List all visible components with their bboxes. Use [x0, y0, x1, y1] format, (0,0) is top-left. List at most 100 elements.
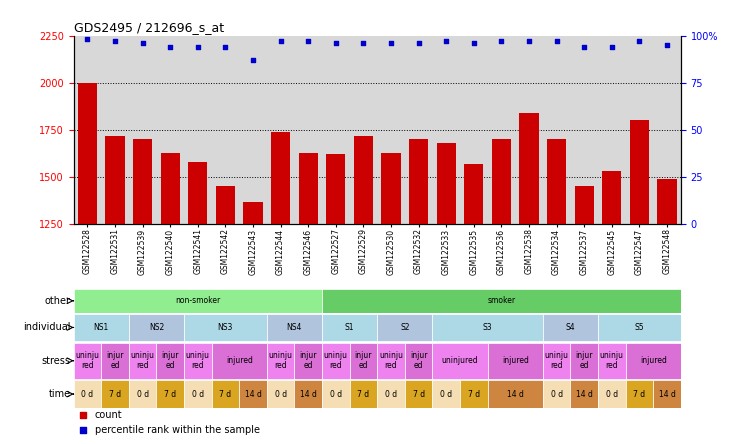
Point	[219, 44, 231, 51]
Bar	[156, 343, 184, 379]
Point	[551, 38, 562, 45]
Text: injur
ed: injur ed	[576, 351, 593, 370]
Text: NS2: NS2	[149, 323, 164, 332]
Bar	[630, 120, 649, 444]
Text: 14 d: 14 d	[244, 389, 261, 399]
Bar	[326, 155, 345, 444]
Point	[440, 38, 452, 45]
Bar	[294, 343, 322, 379]
Text: non-smoker: non-smoker	[175, 296, 220, 305]
Bar	[212, 343, 266, 379]
Bar	[350, 343, 378, 379]
Bar	[294, 380, 322, 408]
Bar	[460, 380, 487, 408]
Point	[137, 40, 149, 47]
Bar	[102, 380, 129, 408]
Bar	[266, 380, 294, 408]
Point	[634, 38, 645, 45]
Point	[385, 40, 397, 47]
Text: 0 d: 0 d	[137, 389, 149, 399]
Text: 0 d: 0 d	[192, 389, 204, 399]
Bar	[598, 313, 681, 341]
Text: stress: stress	[41, 356, 71, 366]
Bar	[626, 343, 681, 379]
Text: S1: S1	[345, 323, 354, 332]
Point	[247, 56, 259, 63]
Text: injur
ed: injur ed	[355, 351, 372, 370]
Bar	[405, 343, 433, 379]
Bar	[266, 343, 294, 379]
Point	[77, 426, 88, 433]
Bar	[129, 380, 156, 408]
Point	[77, 412, 88, 419]
Text: injur
ed: injur ed	[106, 351, 124, 370]
Bar	[409, 139, 428, 444]
Bar	[160, 153, 180, 444]
Bar	[378, 380, 405, 408]
Bar	[102, 343, 129, 379]
Bar	[432, 380, 460, 408]
Bar	[299, 153, 318, 444]
Text: S3: S3	[483, 323, 492, 332]
Bar	[184, 380, 212, 408]
Text: 14 d: 14 d	[576, 389, 592, 399]
Bar	[212, 380, 239, 408]
Bar	[216, 186, 235, 444]
Text: uninju
red: uninju red	[75, 351, 99, 370]
Bar	[129, 313, 184, 341]
Text: NS3: NS3	[218, 323, 233, 332]
Text: 0 d: 0 d	[82, 389, 93, 399]
Bar	[74, 380, 102, 408]
Text: 14 d: 14 d	[507, 389, 523, 399]
Bar	[575, 186, 594, 444]
Point	[523, 38, 535, 45]
Bar	[239, 380, 266, 408]
Bar	[543, 380, 570, 408]
Text: 7 d: 7 d	[468, 389, 480, 399]
Text: smoker: smoker	[487, 296, 515, 305]
Point	[358, 40, 369, 47]
Bar	[381, 153, 400, 444]
Point	[109, 38, 121, 45]
Point	[495, 38, 507, 45]
Bar	[184, 313, 266, 341]
Text: 0 d: 0 d	[440, 389, 452, 399]
Bar	[354, 135, 373, 444]
Text: time: time	[49, 389, 71, 399]
Bar	[271, 132, 290, 444]
Bar	[244, 202, 263, 444]
Text: individual: individual	[23, 322, 71, 333]
Point	[275, 38, 286, 45]
Text: 7 d: 7 d	[219, 389, 231, 399]
Text: uninju
red: uninju red	[600, 351, 624, 370]
Text: 7 d: 7 d	[413, 389, 425, 399]
Text: 0 d: 0 d	[275, 389, 286, 399]
Bar	[322, 343, 350, 379]
Text: S4: S4	[565, 323, 576, 332]
Bar	[133, 139, 152, 444]
Text: uninju
red: uninju red	[269, 351, 293, 370]
Bar	[654, 380, 681, 408]
Bar	[602, 171, 621, 444]
Text: NS1: NS1	[93, 323, 109, 332]
Text: S5: S5	[634, 323, 644, 332]
Bar	[626, 380, 654, 408]
Bar	[322, 380, 350, 408]
Bar	[405, 380, 433, 408]
Bar	[464, 164, 484, 444]
Text: uninju
red: uninju red	[324, 351, 348, 370]
Text: injured: injured	[226, 356, 252, 365]
Point	[302, 38, 314, 45]
Bar	[129, 343, 156, 379]
Text: injured: injured	[640, 356, 667, 365]
Bar	[432, 313, 542, 341]
Point	[192, 44, 204, 51]
Point	[413, 40, 425, 47]
Bar	[487, 380, 543, 408]
Bar	[350, 380, 378, 408]
Text: 14 d: 14 d	[300, 389, 316, 399]
Bar	[322, 289, 681, 313]
Bar	[432, 343, 487, 379]
Bar	[570, 343, 598, 379]
Point	[578, 44, 590, 51]
